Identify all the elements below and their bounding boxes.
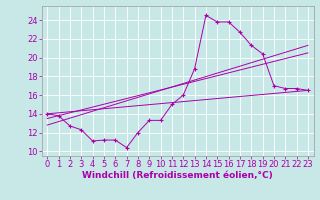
- X-axis label: Windchill (Refroidissement éolien,°C): Windchill (Refroidissement éolien,°C): [82, 171, 273, 180]
